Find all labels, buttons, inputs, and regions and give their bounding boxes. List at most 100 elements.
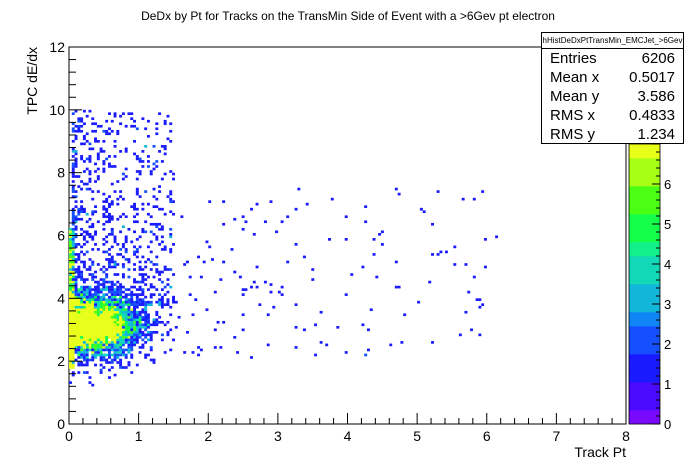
heatmap-cell (74, 253, 78, 256)
heatmap-cell (107, 195, 111, 198)
heatmap-cell (124, 124, 128, 128)
heatmap-cell (80, 336, 84, 339)
heatmap-cell (146, 212, 150, 216)
heatmap-cell (69, 310, 72, 314)
colorbar-segment (629, 228, 660, 243)
heatmap-cell (107, 253, 111, 256)
heatmap-cell (124, 238, 128, 241)
heatmap-cell (124, 338, 128, 342)
heatmap-cell (77, 298, 81, 301)
heatmap-cell (133, 305, 136, 309)
heatmap-cell (344, 215, 348, 219)
heatmap-cell (130, 336, 134, 339)
heatmap-cell (94, 293, 97, 296)
heatmap-cell (121, 290, 125, 294)
heatmap-cell (160, 248, 164, 251)
heatmap-cell (102, 346, 106, 349)
heatmap-cell (119, 336, 123, 339)
heatmap-cell (88, 160, 92, 163)
heatmap-cell (188, 293, 192, 296)
heatmap-cell (141, 160, 145, 163)
heatmap-cell (121, 353, 125, 357)
heatmap-cell (294, 346, 298, 349)
heatmap-cell (113, 293, 117, 296)
heatmap-cell (467, 290, 471, 294)
heatmap-cell (135, 255, 139, 259)
heatmap-cell (121, 112, 125, 116)
heatmap-cell (372, 238, 376, 241)
heatmap-cell (85, 290, 89, 294)
heatmap-cell (82, 305, 86, 309)
heatmap-cell (121, 300, 125, 304)
heatmap-cell (82, 207, 86, 211)
heatmap-cell (105, 353, 109, 357)
y-tick-label: 2 (57, 353, 65, 369)
heatmap-cell (91, 293, 95, 296)
heatmap-cell (99, 318, 103, 322)
heatmap-cell (77, 253, 81, 256)
heatmap-cell (330, 197, 334, 201)
colorbar-segment (629, 298, 660, 313)
heatmap-cell (88, 325, 92, 329)
heatmap-cell (166, 298, 170, 301)
heatmap-cell (96, 305, 100, 309)
heatmap-cell (105, 240, 109, 244)
heatmap-cell (222, 320, 226, 324)
heatmap-cell (121, 273, 125, 276)
heatmap-cell (91, 351, 95, 354)
heatmap-cell (80, 303, 84, 307)
heatmap-cell (107, 313, 111, 317)
heatmap-cell (85, 363, 89, 367)
heatmap-cell (110, 336, 114, 339)
heatmap-cell (71, 155, 75, 158)
heatmap-cell (80, 250, 84, 254)
heatmap-cell (74, 325, 78, 329)
heatmap-cell (69, 245, 72, 249)
heatmap-cell (71, 210, 75, 214)
heatmap-cell (149, 215, 153, 219)
heatmap-cell (77, 333, 81, 337)
heatmap-cell (152, 145, 156, 148)
heatmap-cell (96, 338, 100, 342)
heatmap-cell (130, 333, 134, 337)
heatmap-cell (105, 346, 109, 349)
heatmap-cell (144, 308, 148, 312)
heatmap-cell (74, 124, 78, 128)
heatmap-cell (99, 331, 103, 334)
heatmap-cell (88, 290, 92, 294)
heatmap-cell (107, 318, 111, 322)
stats-row-mean-y: Mean y 3.586 (542, 87, 683, 106)
colorbar-segment (629, 172, 660, 187)
heatmap-cell (380, 243, 384, 246)
colorbar-tick-label: 0 (664, 417, 671, 432)
heatmap-cell (91, 129, 95, 133)
heatmap-cell (144, 127, 148, 131)
heatmap-cell (135, 190, 139, 193)
heatmap-cell (252, 280, 256, 284)
heatmap-cell (163, 147, 167, 151)
heatmap-cell (166, 278, 170, 281)
heatmap-cell (74, 227, 78, 231)
heatmap-cell (107, 325, 111, 329)
heatmap-cell (71, 240, 75, 244)
heatmap-cell (146, 325, 150, 329)
heatmap-cell (94, 180, 97, 183)
heatmap-cell (121, 265, 125, 269)
y-axis-label: TPC dE/dx (24, 47, 40, 115)
heatmap-cell (116, 202, 120, 206)
heatmap-cell (96, 318, 100, 322)
heatmap-cell (116, 361, 120, 364)
heatmap-cell (121, 212, 125, 216)
heatmap-cell (121, 366, 125, 369)
heatmap-cell (105, 348, 109, 352)
heatmap-cell (82, 263, 86, 266)
heatmap-cell (314, 353, 318, 357)
heatmap-cell (94, 305, 97, 309)
heatmap-cell (144, 295, 148, 299)
heatmap-cell (77, 212, 81, 216)
heatmap-cell (85, 308, 89, 312)
heatmap-cell (160, 295, 164, 299)
heatmap-cell (241, 328, 245, 332)
heatmap-cell (94, 129, 97, 133)
heatmap-cell (96, 263, 100, 266)
